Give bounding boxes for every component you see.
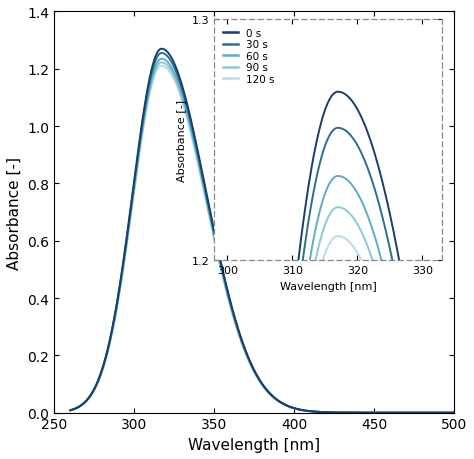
X-axis label: Wavelength [nm]: Wavelength [nm] [188, 437, 320, 452]
Y-axis label: Absorbance [-]: Absorbance [-] [7, 156, 22, 269]
